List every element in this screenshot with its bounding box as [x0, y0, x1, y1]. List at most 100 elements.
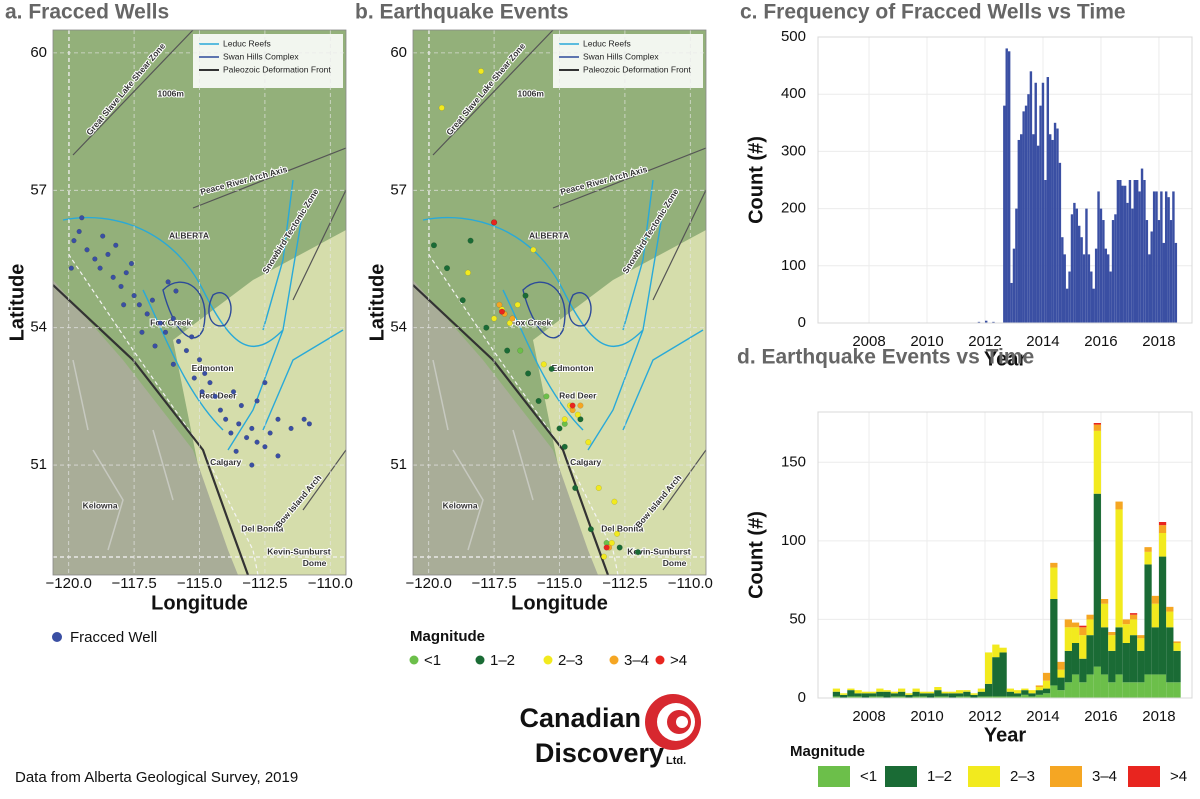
x-tick-label: 2018	[1142, 708, 1175, 725]
bar-segment	[1050, 562, 1058, 568]
bar	[1121, 185, 1124, 323]
bar-segment	[869, 693, 877, 697]
map-annotation: Kelowna	[443, 501, 478, 511]
data-point	[478, 68, 485, 75]
bar	[1160, 191, 1163, 323]
bar-segment	[984, 652, 993, 684]
bar-segment	[963, 690, 971, 692]
legend-label: 2–3	[1010, 768, 1035, 785]
bar-segment	[905, 693, 913, 695]
legend-swatch	[818, 766, 850, 787]
bar	[1029, 71, 1033, 323]
legend-label: Fracced Well	[70, 629, 157, 646]
bar	[1022, 111, 1025, 323]
panel-title: c. Frequency of Fracced Wells vs Time	[740, 1, 1126, 24]
bar-segment	[1028, 693, 1036, 697]
x-axis-title: Longitude	[151, 592, 248, 614]
data-point	[595, 484, 602, 491]
data-point	[191, 375, 197, 381]
bar	[1167, 197, 1170, 323]
legend-marker	[609, 655, 619, 665]
bar	[1005, 48, 1008, 323]
bar	[1116, 180, 1120, 323]
map-legend-label: Swan Hills Complex	[583, 51, 659, 61]
bar-segment	[1122, 643, 1130, 683]
data-point	[105, 251, 111, 258]
bar-segment	[1042, 688, 1051, 694]
data-point	[76, 228, 82, 235]
bar-segment	[840, 693, 848, 695]
bar-segment	[1100, 599, 1109, 604]
bar	[1063, 254, 1066, 323]
bar	[1082, 254, 1086, 323]
plot-frame	[817, 36, 1193, 324]
data-point	[548, 365, 555, 372]
data-point	[430, 242, 437, 249]
bar-segment	[1151, 595, 1159, 604]
x-tick-label: −120.0	[46, 575, 92, 592]
data-point	[92, 256, 98, 262]
data-point	[228, 430, 234, 436]
legend-marker	[52, 632, 62, 642]
bar	[1032, 134, 1035, 323]
map-annotation: Calgary	[210, 457, 241, 467]
bar	[1051, 139, 1054, 323]
bar-segment	[919, 691, 928, 694]
bar-segment	[1144, 674, 1152, 698]
bar-segment	[1122, 619, 1130, 625]
data-point	[574, 411, 581, 418]
bar-segment	[1122, 624, 1130, 643]
data-point	[207, 380, 213, 386]
bar-segment	[847, 688, 855, 691]
bar	[1049, 134, 1052, 323]
legend-swatch	[1050, 766, 1082, 787]
bar	[1152, 191, 1156, 323]
bar	[1148, 254, 1151, 323]
bar	[1010, 282, 1013, 323]
y-axis-title: Latitude	[6, 264, 28, 342]
data-point	[498, 308, 505, 315]
bar-segment	[840, 694, 848, 698]
bar	[1135, 180, 1139, 323]
y-tick-label: 57	[30, 181, 47, 198]
bar	[1012, 248, 1016, 323]
data-point	[522, 292, 529, 299]
bar	[1143, 180, 1146, 323]
bar	[1007, 51, 1011, 324]
bar	[992, 321, 995, 323]
bar-segment	[1028, 696, 1036, 698]
legend-swatch	[968, 766, 1000, 787]
bar	[1036, 145, 1040, 323]
logo-text: Canadian	[519, 703, 641, 733]
bar-segment	[1115, 674, 1123, 698]
bar	[1034, 82, 1037, 323]
bar-segment	[970, 693, 978, 695]
data-point	[236, 421, 242, 427]
legend-marker	[543, 655, 553, 665]
bar	[1104, 248, 1108, 323]
x-tick-label: 2010	[910, 708, 943, 725]
bar	[1128, 180, 1132, 323]
bar-segment	[1100, 674, 1109, 698]
bar-segment	[1079, 635, 1087, 659]
bar-segment	[1057, 677, 1065, 691]
bar-segment	[1071, 643, 1080, 675]
bar-segment	[1035, 685, 1043, 687]
bar	[1073, 202, 1076, 323]
data-point	[543, 393, 550, 400]
bar-segment	[1166, 682, 1174, 698]
data-point	[202, 370, 208, 377]
data-point	[79, 215, 85, 221]
bar-segment	[912, 688, 920, 692]
bar-segment	[999, 652, 1007, 697]
data-point	[275, 416, 281, 422]
logo-mark	[676, 716, 688, 728]
bar-segment	[1021, 690, 1029, 695]
data-point	[136, 302, 142, 308]
bar-segment	[876, 696, 884, 698]
bar	[1039, 105, 1042, 323]
bar-segment	[876, 688, 884, 692]
data-point	[262, 380, 268, 386]
bar-segment	[854, 693, 862, 697]
